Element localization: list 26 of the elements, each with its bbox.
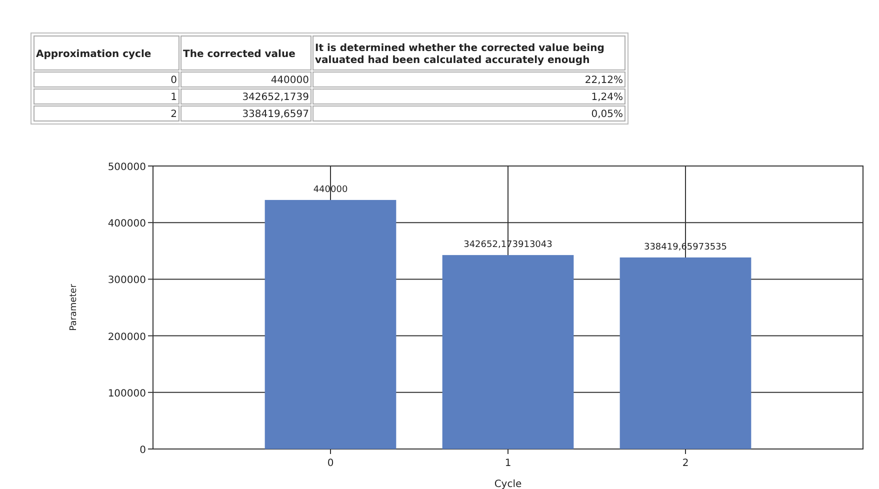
x-tick-label: 0 bbox=[327, 458, 334, 469]
bar bbox=[442, 255, 574, 449]
bar bbox=[264, 200, 396, 449]
bar bbox=[620, 257, 752, 449]
category-label: The corrected value bbox=[183, 49, 296, 60]
text: 2 bbox=[170, 109, 177, 120]
text: 338419,6597 bbox=[242, 109, 309, 120]
x-tick-label: 1 bbox=[504, 458, 512, 469]
text: 0,05% bbox=[591, 109, 623, 120]
y-tick-label: 500000 bbox=[108, 162, 146, 173]
category-label: Approximation cycle bbox=[36, 49, 152, 60]
y-axis-title: Parameter bbox=[69, 284, 79, 331]
text: 440000 bbox=[270, 75, 309, 86]
text: 22,12% bbox=[584, 75, 623, 86]
text: 1 bbox=[170, 92, 177, 103]
y-tick-label: 400000 bbox=[108, 218, 146, 230]
y-tick-label: 300000 bbox=[108, 275, 146, 286]
y-tick-label: 0 bbox=[140, 445, 146, 456]
x-tick-label: 2 bbox=[682, 458, 689, 469]
x-axis-title: Cycle bbox=[494, 479, 522, 489]
text: 342652,1739 bbox=[242, 92, 309, 103]
text: 0 bbox=[170, 75, 177, 86]
text: 1,24% bbox=[591, 92, 623, 103]
category-label: It is determined whether the corrected value being valuated had been calculated accurately enough bbox=[315, 43, 604, 66]
y-tick-label: 100000 bbox=[108, 388, 146, 400]
y-tick-label: 200000 bbox=[108, 332, 146, 343]
